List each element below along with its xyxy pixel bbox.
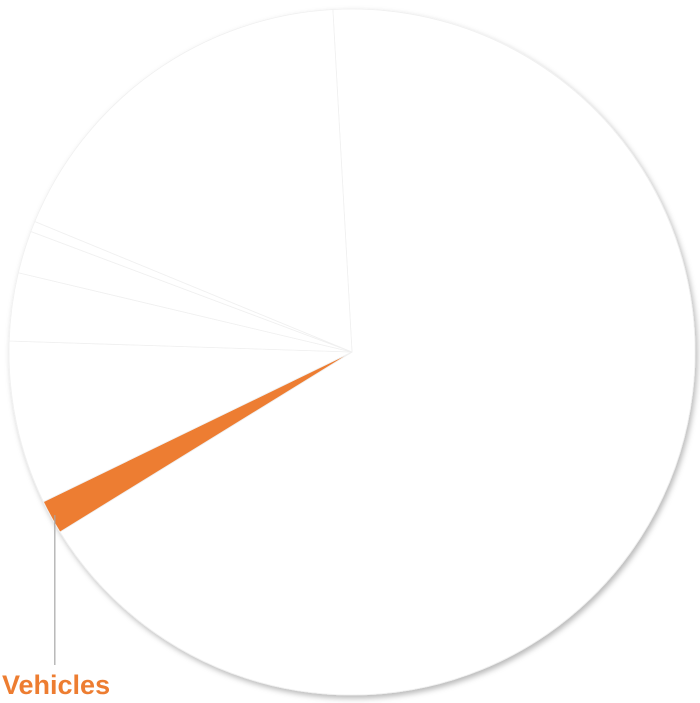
pie	[8, 8, 696, 696]
pie-slice	[59, 8, 696, 696]
pie-slice	[34, 9, 353, 353]
pie-slice	[8, 340, 353, 503]
slice-label: Vehicles	[2, 670, 110, 700]
labels: Vehicles	[2, 515, 110, 700]
